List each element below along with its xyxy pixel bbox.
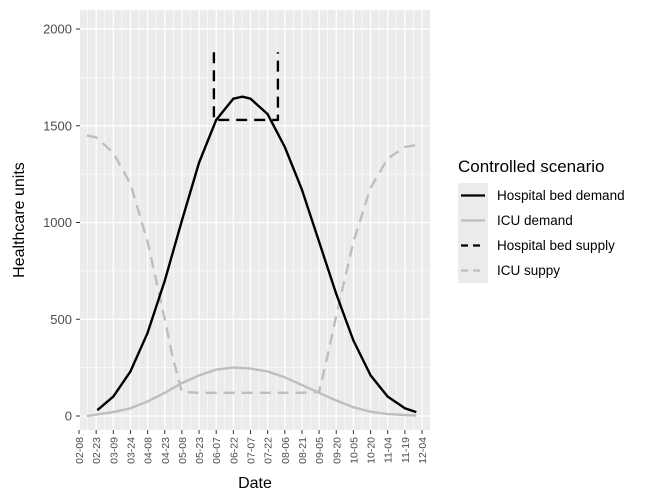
series-line-hospital-bed-demand: [96, 95, 417, 414]
x-tick-label: 11-04: [383, 437, 395, 463]
legend-key-hospital-bed-supply: [458, 233, 488, 258]
x-tick-label: 11-19: [400, 437, 412, 463]
legend-item-icu-supply: ICU suppy: [458, 258, 625, 283]
x-tick-label: 06-22: [228, 437, 240, 464]
x-tick-label: 04-08: [143, 437, 155, 464]
y-tick-label: 0: [65, 409, 72, 424]
x-tick-label: 02-23: [91, 437, 103, 464]
x-tick-label: 05-23: [194, 437, 206, 464]
x-tick-label: 07-07: [246, 437, 258, 464]
x-tick-label: 07-22: [263, 437, 275, 464]
x-tick-label: 08-06: [280, 437, 292, 464]
legend-key-hospital-bed-demand: [458, 183, 488, 208]
x-tick-label: 08-21: [297, 437, 309, 464]
legend-key-icu-supply: [458, 258, 488, 283]
x-tick-label: 04-23: [160, 437, 172, 464]
legend-item-hospital-bed-demand: Hospital bed demand: [458, 183, 625, 208]
legend-title: Controlled scenario: [458, 157, 605, 176]
series-line-hospital-bed-supply: [212, 52, 280, 122]
x-tick-label: 09-20: [331, 437, 343, 464]
legend-item-icu-demand: ICU demand: [458, 208, 625, 233]
x-tick-label: 10-20: [366, 437, 378, 464]
legend-key-icu-demand: [458, 208, 488, 233]
y-tick-label: 2000: [43, 22, 72, 37]
x-tick-label: 03-24: [125, 437, 137, 464]
legend-label: Hospital bed demand: [497, 188, 625, 203]
x-axis-title: Date: [238, 475, 272, 490]
legend-item-hospital-bed-supply: Hospital bed supply: [458, 233, 625, 258]
y-tick-label: 1000: [43, 215, 72, 230]
y-axis-title: Healthcare units: [11, 162, 28, 278]
x-tick-label: 05-08: [177, 437, 189, 464]
plot-panel: [80, 10, 430, 430]
y-axis: 0 500 1000 1500 2000: [43, 22, 80, 424]
legend-label: ICU demand: [497, 213, 573, 228]
legend-label: Hospital bed supply: [497, 238, 615, 253]
x-tick-label: 03-09: [108, 437, 120, 464]
x-tick-label: 02-08: [74, 437, 86, 464]
series-line-icu-demand: [86, 366, 417, 418]
x-tick-label: 09-05: [314, 437, 326, 464]
major-gridlines: [80, 10, 430, 430]
x-axis: 02-08 02-23 03-09 03-24 04-08 04-23 05-08 05-23…: [74, 430, 429, 464]
legend: Controlled scenario Hospital bed demand …: [458, 157, 625, 283]
x-tick-label: 06-07: [211, 437, 223, 464]
series-line-icu-suppy: [86, 134, 417, 394]
x-tick-label: 12-04: [417, 437, 429, 464]
y-tick-label: 500: [50, 312, 72, 327]
series-layer: [86, 52, 417, 418]
legend-label: ICU suppy: [497, 263, 561, 278]
y-tick-label: 1500: [43, 118, 72, 133]
x-tick-label: 10-05: [348, 437, 360, 464]
